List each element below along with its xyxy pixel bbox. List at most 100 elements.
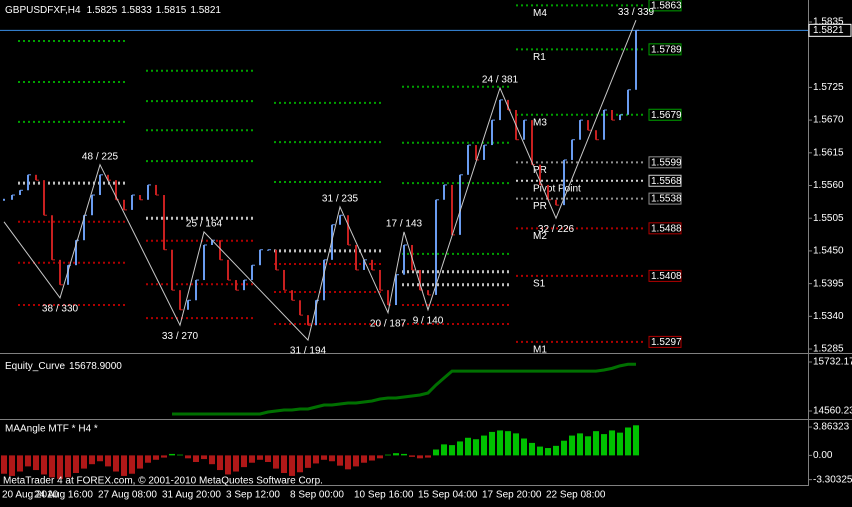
equity-line (172, 362, 636, 416)
angle-bar (1, 455, 7, 474)
angle-bar (145, 455, 151, 463)
angle-bar (593, 431, 599, 456)
zigzag-label: 25 / 164 (186, 219, 223, 230)
level-box (648, 43, 682, 56)
angle-bar (497, 430, 503, 456)
angle-bar (601, 434, 607, 456)
angle-bar (633, 425, 639, 456)
y-tick-label: 15732.17 (813, 357, 852, 368)
angle-bar (57, 455, 63, 479)
level-value: 1.5488 (651, 223, 682, 234)
angle-bar (313, 455, 319, 464)
angle-bar (289, 455, 295, 476)
level-box (648, 174, 682, 187)
angle-bar (177, 454, 183, 456)
angle-bar (417, 455, 423, 459)
y-tick-label: 1.5615 (813, 147, 844, 158)
zigzag-line (3, 20, 637, 342)
angle-bar (513, 433, 519, 456)
angle-bar (9, 455, 15, 476)
x-tick-label: 24 Aug 16:00 (34, 490, 93, 501)
price-box-label: 1.5821 (813, 25, 844, 36)
level-value: 1.5538 (651, 194, 682, 205)
angle-bar (25, 455, 31, 467)
level-box (648, 222, 682, 235)
level-value: 1.5599 (651, 157, 682, 168)
angle-bar (137, 455, 143, 469)
angle-bar (233, 455, 239, 472)
angle-bar (129, 455, 135, 474)
angle-bar (505, 431, 511, 456)
y-tick-label: 1.5285 (813, 344, 844, 355)
x-tick-label: 27 Aug 08:00 (98, 490, 157, 501)
y-tick-label: 1.5560 (813, 180, 844, 191)
angle-bar (81, 455, 87, 469)
angle-bar (393, 453, 399, 456)
angle-bar (89, 455, 95, 465)
angle-bar (353, 455, 359, 467)
level-label: M4 (533, 8, 547, 19)
level-box (648, 108, 682, 121)
price-box (808, 23, 852, 37)
zigzag-label: 48 / 225 (82, 151, 119, 162)
angle-bar (185, 455, 191, 459)
zigzag-label: 32 / 226 (538, 224, 575, 235)
angle-bar (585, 436, 591, 456)
x-tick-label: 31 Aug 20:00 (162, 490, 221, 501)
angle-bar (209, 455, 215, 465)
x-tick-label: 3 Sep 12:00 (226, 490, 280, 501)
level-value: 1.5863 (651, 0, 682, 11)
zigzag-label: 24 / 381 (482, 75, 519, 86)
indicator-name: Equity_Curve (5, 361, 65, 372)
angle-bar (625, 427, 631, 456)
angle-bar (473, 439, 479, 456)
y-tick-label: 1.5450 (813, 246, 844, 257)
angle-bar (385, 454, 391, 456)
y-tick-label: 3.86323 (813, 422, 850, 433)
zigzag-label: 17 / 143 (386, 219, 423, 230)
angle-bar (377, 455, 383, 459)
angle-bar (577, 433, 583, 456)
angle-bar (609, 430, 615, 456)
level-value: 1.5297 (651, 337, 682, 348)
zigzag-label: 33 / 270 (162, 331, 199, 342)
zigzag-label: 9 / 140 (413, 315, 444, 326)
angle-bar (273, 455, 279, 469)
angle-bar (337, 455, 343, 466)
level-label: R1 (533, 52, 546, 63)
angle-bar (257, 455, 263, 460)
angle-bar (161, 455, 167, 458)
level-value: 1.5789 (651, 44, 682, 55)
chart-header: GBPUSDFXF,H4 1.5825 1.5833 1.5815 1.5821 (5, 5, 221, 16)
angle-bar (345, 455, 351, 470)
angle-bar (537, 446, 543, 456)
level-box (648, 335, 682, 348)
angle-bar (49, 455, 55, 478)
angle-bar (441, 444, 447, 456)
angle-bar (225, 455, 231, 475)
footer: MetaTrader 4 at FOREX.com, © 2001-2010 M… (3, 476, 323, 487)
angle-bar (553, 445, 559, 456)
ohlc-value: 1.5833 (121, 5, 152, 16)
x-tick-label: 22 Sep 08:00 (546, 490, 606, 501)
panel-title: MAAngle MTF * H4 * (5, 424, 98, 435)
angle-bar (65, 455, 71, 478)
angle-bar (569, 435, 575, 456)
y-tick-label: 1.5340 (813, 311, 844, 322)
ohlc-value: 1.5825 (87, 5, 118, 16)
indicator-value: 15678.9000 (69, 361, 122, 372)
angle-bar (217, 455, 223, 471)
symbol: GBPUSDFXF,H4 (5, 5, 81, 16)
angle-bar (489, 431, 495, 456)
angle-bar (457, 441, 463, 456)
angle-bar (297, 455, 303, 473)
angle-bar (193, 455, 199, 462)
y-tick-label: 1.5505 (813, 213, 844, 224)
x-tick-label: 8 Sep 00:00 (290, 490, 344, 501)
level-box (648, 156, 682, 169)
angle-bar (121, 455, 127, 476)
y-tick-label: 1.5395 (813, 278, 844, 289)
